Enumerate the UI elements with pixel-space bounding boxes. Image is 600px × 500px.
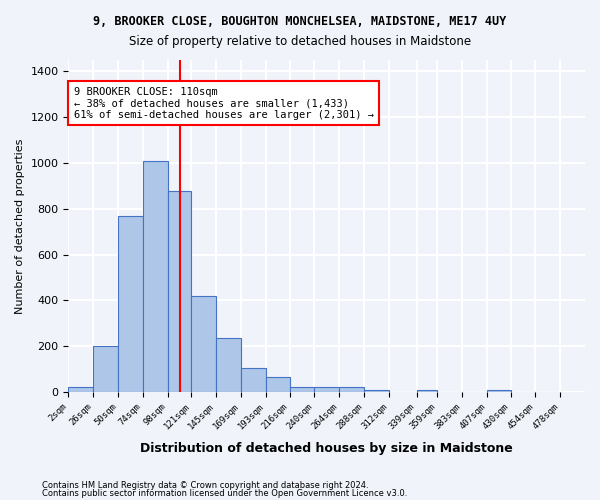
Bar	[364, 390, 389, 392]
Text: Size of property relative to detached houses in Maidstone: Size of property relative to detached ho…	[129, 35, 471, 48]
Text: 9 BROOKER CLOSE: 110sqm
← 38% of detached houses are smaller (1,433)
61% of semi: 9 BROOKER CLOSE: 110sqm ← 38% of detache…	[74, 86, 374, 120]
Text: Contains HM Land Registry data © Crown copyright and database right 2024.: Contains HM Land Registry data © Crown c…	[42, 481, 368, 490]
Y-axis label: Number of detached properties: Number of detached properties	[15, 138, 25, 314]
Bar	[487, 390, 511, 392]
Bar	[314, 388, 339, 392]
Bar	[216, 338, 241, 392]
Bar	[339, 388, 364, 392]
Bar	[266, 377, 290, 392]
Bar	[167, 190, 191, 392]
Bar	[241, 368, 266, 392]
Text: 9, BROOKER CLOSE, BOUGHTON MONCHELSEA, MAIDSTONE, ME17 4UY: 9, BROOKER CLOSE, BOUGHTON MONCHELSEA, M…	[94, 15, 506, 28]
Bar	[143, 160, 167, 392]
Text: Contains public sector information licensed under the Open Government Licence v3: Contains public sector information licen…	[42, 488, 407, 498]
Bar	[290, 388, 314, 392]
Bar	[416, 390, 437, 392]
X-axis label: Distribution of detached houses by size in Maidstone: Distribution of detached houses by size …	[140, 442, 513, 455]
Bar	[68, 388, 93, 392]
Bar	[93, 346, 118, 392]
Bar	[191, 296, 216, 392]
Bar	[118, 216, 143, 392]
